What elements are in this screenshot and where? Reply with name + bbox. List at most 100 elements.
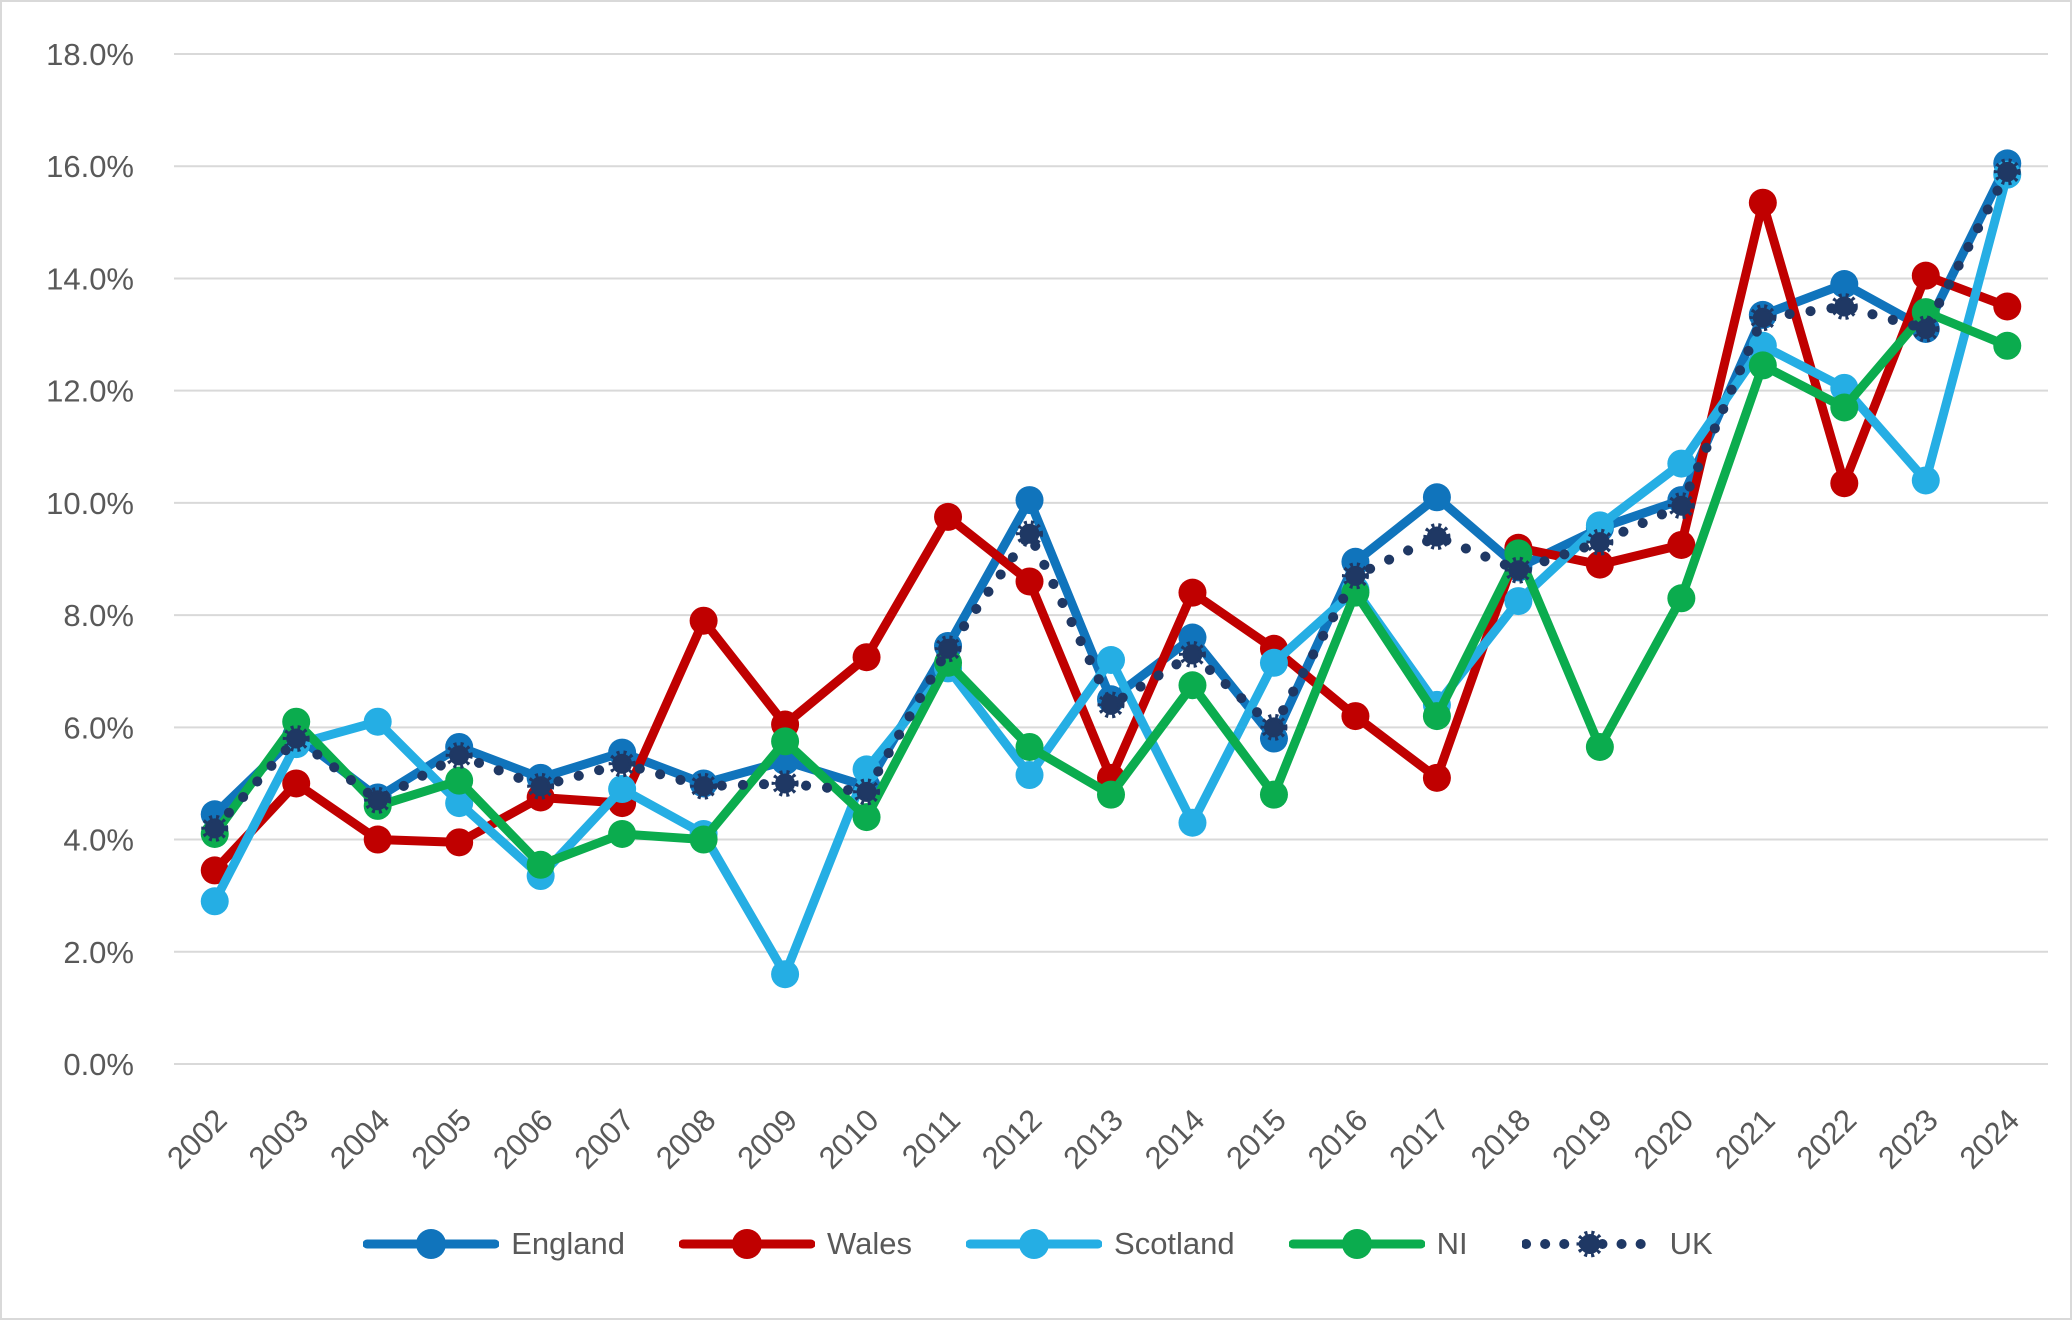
x-axis-tick-labels: 2002 2003 2004 2005 2006 2007 2008 2009 2010 2011… — [160, 1102, 2026, 1176]
data-point-marker — [771, 960, 800, 989]
data-point-marker — [934, 502, 963, 531]
x-axis-tick-label: 2015 — [1219, 1102, 1293, 1176]
data-point-marker — [363, 825, 392, 854]
data-point-marker — [445, 828, 474, 857]
y-axis-tick-label: 10.0% — [46, 486, 134, 521]
gridlines — [174, 53, 2048, 1065]
x-axis-tick-label: 2010 — [812, 1102, 886, 1176]
x-axis-tick-label: 2005 — [405, 1102, 479, 1176]
data-point-marker — [1422, 483, 1451, 512]
data-point-marker — [1748, 351, 1777, 380]
x-axis-tick-label: 2013 — [1056, 1102, 1130, 1176]
x-axis-tick-label: 2016 — [1301, 1102, 1375, 1176]
data-point-marker — [1748, 188, 1777, 217]
x-axis-tick-label: 2019 — [1545, 1102, 1619, 1176]
series-ni — [200, 298, 2022, 879]
y-axis-tick-label: 0.0% — [63, 1047, 134, 1082]
data-point-marker — [1341, 702, 1370, 731]
data-point-marker — [1178, 578, 1207, 607]
data-point-marker — [608, 750, 636, 778]
data-point-marker — [1259, 648, 1288, 677]
data-point-marker — [1586, 528, 1614, 556]
data-point-marker — [689, 825, 718, 854]
x-axis-tick-label: 2021 — [1708, 1102, 1782, 1176]
data-point-marker — [1585, 511, 1614, 540]
data-point-marker — [1097, 646, 1125, 674]
y-axis-tick-label: 8.0% — [63, 598, 134, 633]
data-point-marker — [852, 643, 881, 672]
data-point-marker — [1667, 584, 1696, 613]
data-point-marker — [1830, 393, 1859, 422]
data-point-marker — [1178, 623, 1207, 652]
data-point-marker — [364, 786, 392, 814]
data-point-marker — [1097, 691, 1125, 719]
series-uk — [201, 158, 2021, 842]
data-point-marker — [200, 856, 229, 885]
data-point-marker — [1504, 587, 1533, 616]
data-point-marker — [445, 741, 473, 769]
data-point-marker — [200, 887, 229, 916]
data-point-marker — [1015, 732, 1044, 761]
data-point-marker — [282, 769, 311, 798]
y-axis-tick-label: 16.0% — [46, 149, 134, 184]
data-point-marker — [1259, 780, 1288, 809]
data-point-marker — [608, 819, 637, 848]
data-point-marker — [852, 755, 881, 784]
data-point-marker — [1015, 761, 1044, 790]
data-point-marker — [1748, 331, 1777, 360]
data-point-marker — [363, 707, 392, 736]
data-point-marker — [1911, 466, 1940, 495]
data-point-marker — [771, 769, 799, 797]
data-point-marker — [1341, 578, 1370, 607]
x-axis-tick-label: 2008 — [649, 1102, 723, 1176]
series-scotland — [200, 160, 2022, 989]
data-point-marker — [445, 789, 474, 818]
data-point-marker — [1667, 492, 1695, 520]
data-point-marker — [282, 725, 310, 753]
data-point-marker — [934, 635, 962, 663]
x-axis-tick-label: 2018 — [1464, 1102, 1538, 1176]
y-axis-tick-label: 18.0% — [46, 37, 134, 72]
data-point-marker — [1993, 292, 2022, 321]
x-axis-tick-label: 2011 — [895, 1102, 967, 1174]
data-point-marker — [608, 775, 637, 804]
data-point-marker — [690, 772, 718, 800]
data-point-marker — [1260, 713, 1288, 741]
data-point-marker — [1911, 261, 1940, 290]
data-series-group — [200, 149, 2022, 989]
data-point-marker — [282, 707, 311, 736]
y-axis-tick-label: 6.0% — [63, 710, 134, 745]
data-point-marker — [1667, 449, 1696, 478]
y-axis-tick-label: 2.0% — [63, 935, 134, 970]
series-line-uk — [209, 166, 2013, 834]
data-point-marker — [1993, 158, 2021, 186]
x-axis-tick-label: 2014 — [1138, 1102, 1212, 1176]
data-point-marker — [1422, 702, 1451, 731]
data-point-marker — [1504, 539, 1533, 568]
data-point-marker — [526, 850, 555, 879]
data-point-marker — [1667, 530, 1696, 559]
series-line-england — [210, 158, 2012, 819]
data-point-marker — [1912, 315, 1940, 343]
data-point-marker — [1015, 567, 1044, 596]
x-axis-tick-label: 2023 — [1871, 1102, 1945, 1176]
data-point-marker — [1178, 640, 1206, 668]
x-axis-tick-label: 2020 — [1627, 1102, 1701, 1176]
data-point-marker — [1015, 486, 1044, 515]
x-axis-tick-label: 2017 — [1382, 1102, 1456, 1176]
data-point-marker — [1016, 520, 1044, 548]
x-axis-tick-label: 2024 — [1953, 1102, 2027, 1176]
y-axis-tick-label: 4.0% — [63, 823, 134, 858]
data-point-marker — [445, 766, 474, 795]
data-point-marker — [689, 606, 718, 635]
data-point-marker — [1178, 808, 1207, 837]
data-point-marker — [1585, 550, 1614, 579]
x-axis-tick-label: 2006 — [486, 1102, 560, 1176]
y-axis-tick-label: 14.0% — [46, 261, 134, 296]
x-axis-tick-label: 2002 — [160, 1102, 234, 1176]
data-point-marker — [852, 803, 881, 832]
data-point-marker — [1830, 469, 1859, 498]
data-point-marker — [1993, 331, 2022, 360]
